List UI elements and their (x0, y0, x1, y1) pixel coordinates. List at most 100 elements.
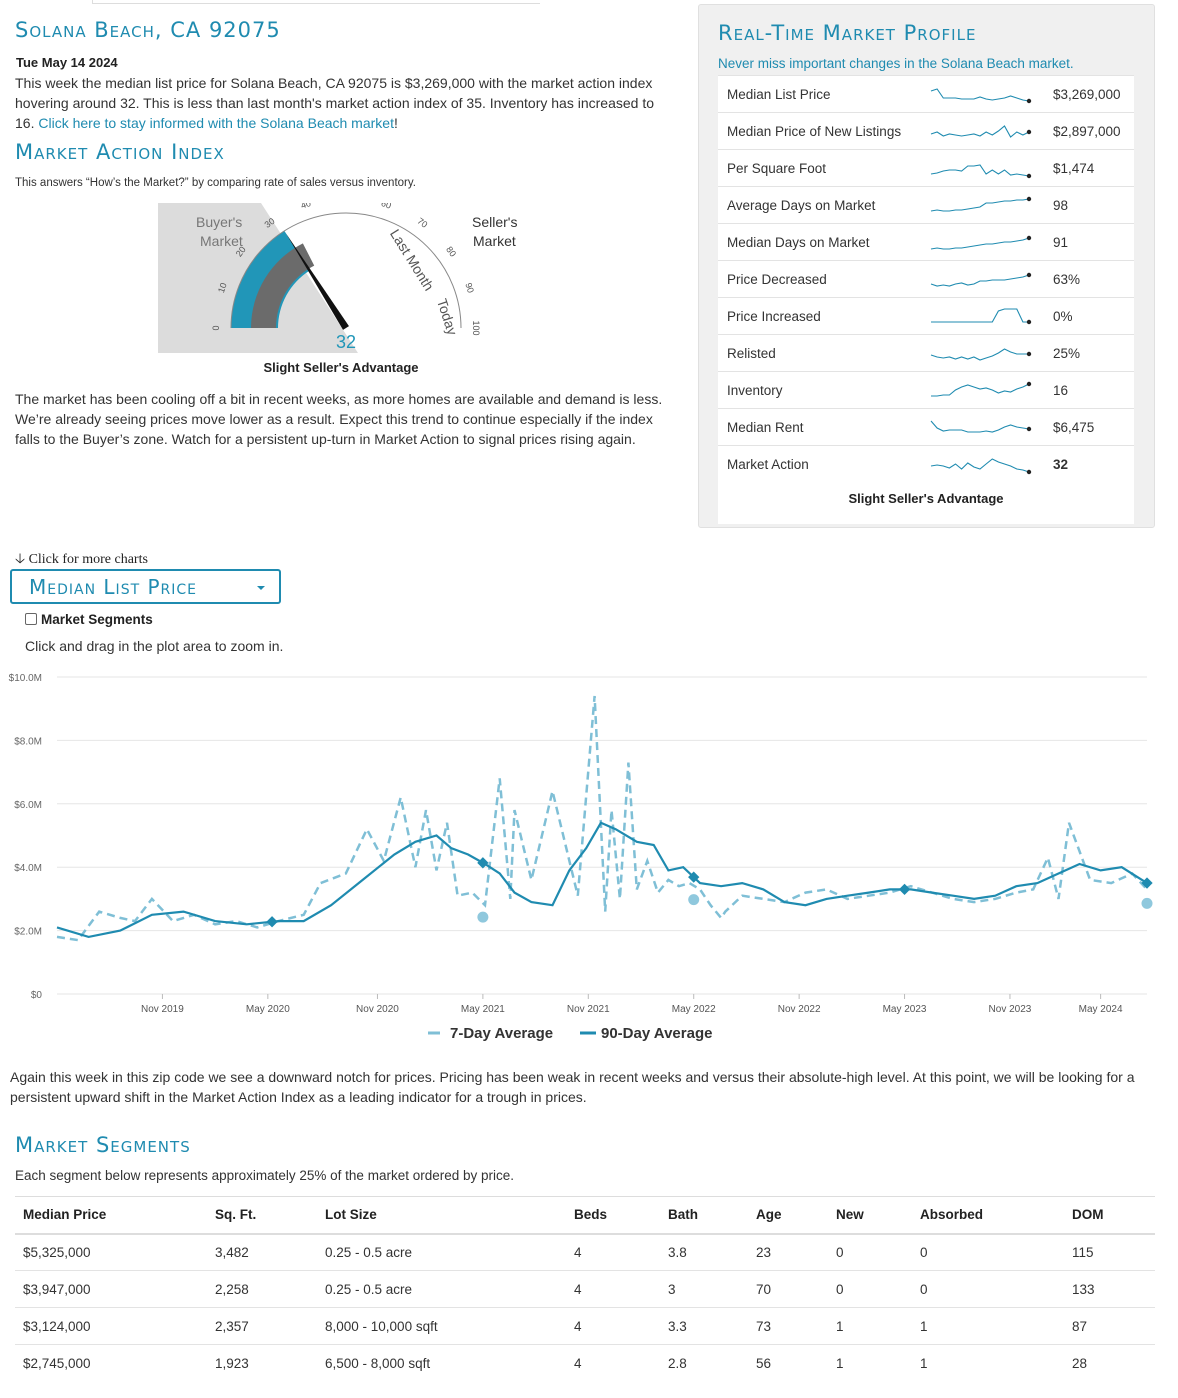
profile-row-value: 32 (1053, 457, 1069, 472)
segments-cell: 70 (748, 1270, 828, 1308)
segments-cell: 1 (828, 1344, 912, 1382)
profile-row: Per Square Foot $1,474 (718, 149, 1134, 186)
profile-row-label: Inventory (727, 383, 783, 398)
segments-column-header: Age (748, 1196, 828, 1235)
segments-cell: 3 (660, 1270, 748, 1308)
segments-cell: 115 (1064, 1233, 1155, 1271)
gauge-outline (230, 212, 462, 329)
x-tick-label: Nov 2020 (356, 1004, 399, 1015)
y-tick-label: $8.0M (14, 736, 42, 747)
buyers-label-1: Buyer's (196, 214, 242, 230)
y-tick-label: $6.0M (14, 800, 42, 811)
sellers-label-2: Market (473, 233, 516, 249)
profile-row-value: 16 (1053, 383, 1069, 398)
gauge-tick-label: 30 (263, 216, 277, 230)
legend-90-day-label[interactable]: 90-Day Average (601, 1025, 712, 1042)
segments-cell: 73 (748, 1307, 828, 1345)
segments-cell: $3,124,000 (15, 1307, 207, 1345)
gauge-tick-label: 40 (300, 203, 313, 211)
profile-row-value: $3,269,000 (1053, 87, 1121, 102)
segments-cell: 2.8 (660, 1344, 748, 1382)
legend-7-day-label[interactable]: 7-Day Average (450, 1025, 553, 1042)
segments-column-header: DOM (1064, 1196, 1155, 1235)
more-charts-label: Click for more charts (28, 552, 148, 567)
profile-row-label: Median Days on Market (727, 235, 870, 250)
x-tick-label: Nov 2022 (778, 1004, 821, 1015)
chart-type-dropdown[interactable]: Median List Price (10, 569, 281, 604)
profile-row: Average Days on Market 98 (718, 186, 1134, 223)
median-list-price-chart[interactable]: $0 $2.0M $4.0M $6.0M $8.0M $10.0M Nov 2019 May … (0, 665, 1160, 1055)
profile-sparkline (930, 420, 1032, 433)
market-segments-title: Market Segments (15, 1133, 191, 1157)
gauge-tick-label: 90 (463, 282, 476, 295)
zoom-hint: Click and drag in the plot area to zoom … (25, 638, 284, 654)
segments-cell: 0 (828, 1270, 912, 1308)
annual-marker-7 (688, 894, 700, 906)
profile-row-value: 25% (1053, 346, 1081, 361)
annual-marker-7 (477, 911, 489, 923)
market-commentary: The market has been cooling off a bit in… (15, 391, 663, 447)
segments-column-header: Lot Size (317, 1196, 566, 1235)
y-tick-label: $2.0M (14, 927, 42, 938)
profile-row-label: Market Action (727, 457, 809, 472)
series-7-day-line[interactable] (56, 695, 1148, 942)
market-profile-table: Median List Price $3,269,000 Median Price … (718, 75, 1134, 524)
sellers-label-1: Seller's (472, 214, 517, 230)
profile-row-label: Median Price of New Listings (727, 124, 902, 139)
segments-cell: 6,500 - 8,000 sqft (317, 1344, 566, 1382)
profile-row-label: Median Rent (727, 420, 804, 435)
x-tick-label: May 2024 (1079, 1004, 1123, 1015)
gauge-tick-label: 60 (380, 203, 393, 211)
segments-cell: 1,923 (207, 1344, 317, 1382)
profile-sparkline (930, 164, 1032, 179)
more-charts-link[interactable]: 🡣 Click for more charts (15, 548, 148, 572)
profile-sparkline (930, 88, 1032, 104)
top-tab-border (92, 0, 540, 4)
checkbox-box[interactable] (25, 613, 37, 625)
profile-row: Price Increased 0% (718, 297, 1134, 334)
segments-cell: 4 (566, 1270, 660, 1308)
profile-row: Median Days on Market 91 (718, 223, 1134, 260)
segments-column-header: Median Price (15, 1196, 207, 1235)
profile-footer: Slight Seller's Advantage (718, 482, 1134, 524)
profile-row-value: 63% (1053, 272, 1081, 287)
market-segments-subtitle: Each segment below represents approximat… (15, 1168, 515, 1183)
segments-cell: 4 (566, 1307, 660, 1345)
segments-cell: $2,745,000 (15, 1344, 207, 1382)
y-tick-label: $4.0M (14, 863, 42, 874)
gauge-tick-label: 0 (211, 325, 221, 330)
series-90-day-line[interactable] (56, 821, 1148, 939)
x-tick-label: Nov 2021 (567, 1004, 610, 1015)
gauge-last-month-arc (251, 243, 315, 328)
profile-sparkline (930, 272, 1032, 287)
y-tick-label: $0 (31, 990, 43, 1001)
analysis-paragraph: Again this week in this zip code we see … (10, 1069, 1135, 1105)
segments-column-header: New (828, 1196, 912, 1235)
profile-sparkline (930, 235, 1032, 250)
segments-cell: 87 (1064, 1307, 1155, 1345)
profile-row-label: Relisted (727, 346, 776, 361)
segments-cell: $3,947,000 (15, 1270, 207, 1308)
profile-row: Price Decreased 63% (718, 260, 1134, 297)
segments-cell: 1 (912, 1307, 1064, 1345)
stay-informed-link[interactable]: Click here to stay informed with the Sol… (38, 115, 394, 131)
profile-row-value: $6,475 (1053, 420, 1095, 435)
never-miss-link[interactable]: Never miss important changes in the Sola… (718, 56, 1074, 71)
segments-cell: 4 (566, 1344, 660, 1382)
profile-sparkline (931, 308, 1032, 325)
market-segments-checkbox[interactable]: Market Segments (25, 612, 153, 627)
profile-row-label: Average Days on Market (727, 198, 876, 213)
segments-cell: 0 (828, 1233, 912, 1271)
segments-row: $3,947,000 2,258 0.25 - 0.5 acre 4 3 70 0 0 133 (15, 1270, 1155, 1308)
profile-row-label: Price Increased (727, 309, 821, 324)
x-tick-label: May 2023 (883, 1004, 927, 1015)
intro-tail: ! (393, 115, 398, 131)
gauge-tick-label: 80 (444, 245, 458, 259)
annual-marker-90 (477, 857, 489, 869)
market-action-title: Market Action Index (15, 140, 225, 164)
gauge-tick-label: 100 (471, 320, 481, 335)
profile-row: Inventory 16 (718, 371, 1134, 408)
market-action-subtitle: This answers “How’s the Market?” by comp… (15, 177, 416, 189)
gauge-tick-label: 70 (415, 216, 429, 230)
profile-row-value: $1,474 (1053, 161, 1095, 176)
